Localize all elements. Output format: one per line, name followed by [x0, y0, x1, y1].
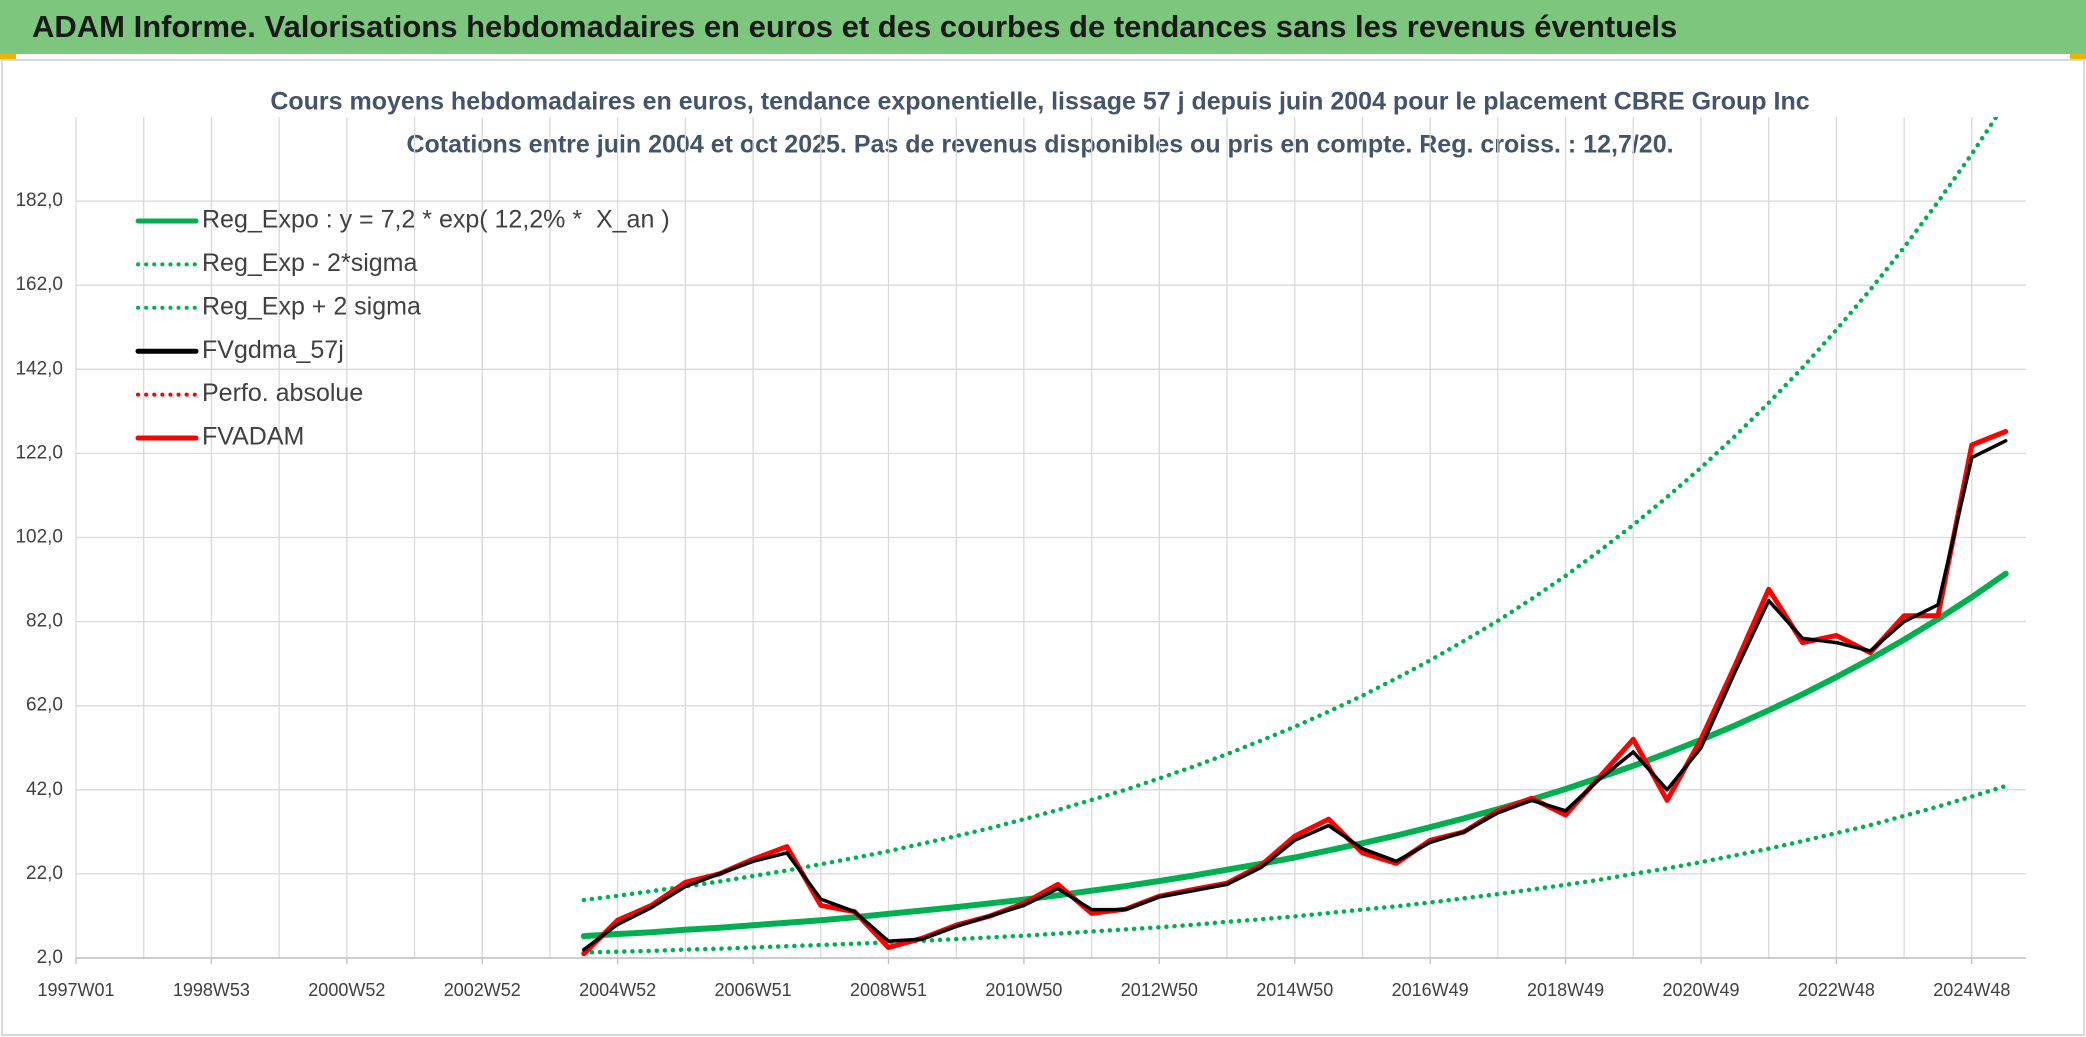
legend-label: Reg_Exp + 2 sigma — [202, 292, 421, 320]
legend-label: Reg_Exp - 2*sigma — [202, 249, 417, 277]
x-tick-label: 2014W50 — [1256, 980, 1333, 1000]
corner-mark — [0, 54, 16, 59]
page-title: ADAM Informe. Valorisations hebdomadaire… — [32, 9, 1677, 44]
x-tick-label: 1997W01 — [37, 980, 114, 1000]
x-tick-label: 2010W50 — [985, 980, 1062, 1000]
series-line — [581, 429, 2009, 957]
plot-area — [580, 117, 2009, 957]
axes: 2,0 22,0 42,0 62,0 82,0 102,0 122,0 142,0 162,0 1… — [15, 190, 2026, 1000]
y-tick-label: 102,0 — [15, 527, 63, 548]
x-tick-label: 1998W53 — [173, 980, 250, 1000]
x-tick-label: 2004W52 — [579, 980, 656, 1000]
x-tick-label: 2022W48 — [1798, 980, 1875, 1000]
y-tick-label: 162,0 — [15, 274, 63, 295]
y-tick-label: 122,0 — [15, 442, 63, 463]
y-tick-label: 22,0 — [26, 863, 63, 884]
series-line — [581, 117, 1999, 903]
x-tick-label: 2016W49 — [1392, 980, 1469, 1000]
chart-panel — [1, 59, 2085, 1036]
series-line — [580, 570, 2009, 940]
legend-label: FVgdma_57j — [202, 336, 344, 364]
x-tick-label: 2020W49 — [1662, 980, 1739, 1000]
legend: Reg_Expo : y = 7,2 * exp( 12,2% * X_an )… — [135, 206, 670, 451]
grid — [75, 117, 2026, 959]
x-tick-label: 2002W52 — [444, 980, 521, 1000]
y-tick-label: 42,0 — [26, 779, 63, 800]
corner-mark — [2070, 54, 2086, 59]
x-tick-label: 2008W51 — [850, 980, 927, 1000]
legend-label: Perfo. absolue — [202, 379, 363, 407]
chart-subtitle: Cotations entre juin 2004 et oct 2025. P… — [406, 131, 1673, 159]
x-tick-label: 2000W52 — [308, 980, 385, 1000]
y-tick-label: 62,0 — [26, 695, 63, 716]
x-tick-label: 2018W49 — [1527, 980, 1604, 1000]
series-line — [581, 783, 2008, 955]
y-tick-label: 142,0 — [15, 358, 63, 379]
chart-title: Cours moyens hebdomadaires en euros, ten… — [270, 88, 1809, 116]
y-tick-label: 82,0 — [26, 611, 63, 632]
y-tick-label: 2,0 — [37, 947, 63, 968]
x-tick-label: 2024W48 — [1933, 980, 2010, 1000]
legend-label: Reg_Expo : y = 7,2 * exp( 12,2% * X_an ) — [202, 206, 670, 234]
y-tick-label: 182,0 — [15, 190, 63, 211]
header-bar — [0, 0, 2086, 54]
x-tick-label: 2012W50 — [1121, 980, 1198, 1000]
x-tick-label: 2006W51 — [715, 980, 792, 1000]
series-line — [582, 439, 2008, 952]
legend-label: FVADAM — [202, 423, 304, 451]
